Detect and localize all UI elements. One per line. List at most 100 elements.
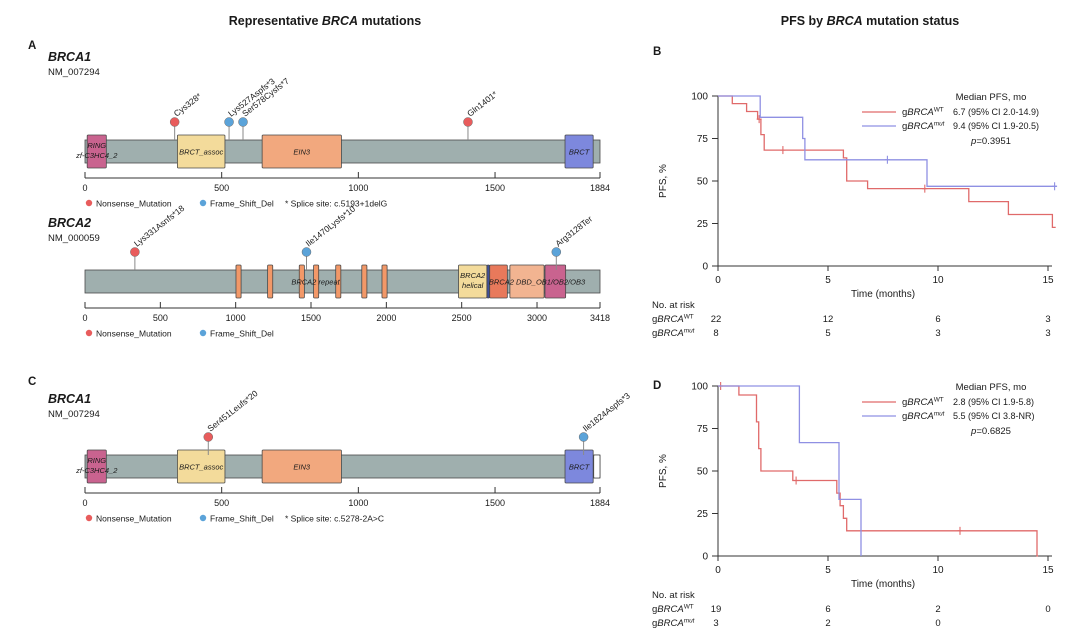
axis-tick-label: 500 bbox=[214, 498, 229, 508]
domain-label: EIN3 bbox=[293, 148, 311, 157]
at-risk-row-name: gBRCAWT bbox=[652, 314, 694, 326]
domain-label: BRCT_assoc bbox=[179, 463, 223, 472]
y-tick-label: 100 bbox=[691, 92, 708, 103]
domain-box bbox=[86, 134, 107, 169]
legend-header: Median PFS, mo bbox=[956, 92, 1027, 103]
legend-label: Frame_Shift_Del bbox=[210, 329, 274, 339]
series-name-prefix: g bbox=[652, 314, 657, 325]
series-name-superscript: mut bbox=[934, 411, 946, 418]
domain-box bbox=[267, 264, 274, 299]
bar-inline-label: BRCA2 DBD_OB1/OB2/OB3 bbox=[489, 278, 586, 287]
domain-box bbox=[564, 134, 594, 169]
bar-inline-label: BRCA2 repeat bbox=[291, 278, 340, 287]
domain-box bbox=[298, 264, 305, 299]
y-tick-label: 50 bbox=[697, 467, 709, 478]
p-value: p=0.3951 bbox=[970, 136, 1011, 147]
km-plot-D: 0 25 50 75 100 0 5 10 15 Time (months) PFS, % Media… bbox=[652, 382, 1054, 630]
mutation-dot bbox=[224, 117, 234, 127]
axis-tick-label: 0 bbox=[82, 313, 87, 323]
mutation-label: Gln1401* bbox=[465, 88, 500, 118]
legend-series-name: gBRCAWT bbox=[902, 397, 944, 409]
domain-box bbox=[509, 264, 545, 299]
legend-label: Frame_Shift_Del bbox=[210, 199, 274, 209]
at-risk-value: 12 bbox=[823, 314, 834, 325]
mutation-dot bbox=[130, 247, 140, 257]
domain-label: BRCT bbox=[569, 463, 591, 472]
at-risk-value: 2 bbox=[825, 618, 830, 629]
x-tick-label: 5 bbox=[825, 565, 831, 576]
transcript-id: NM_000059 bbox=[48, 233, 100, 244]
at-risk-value: 0 bbox=[935, 618, 940, 629]
axis-tick-label: 500 bbox=[153, 313, 168, 323]
x-tick-label: 0 bbox=[715, 565, 721, 576]
axis-tick-label: 1500 bbox=[301, 313, 321, 323]
series-name-prefix: g bbox=[902, 397, 907, 408]
title-text: Representative bbox=[228, 14, 322, 28]
mutation-dot bbox=[463, 117, 473, 127]
panel-letter: C bbox=[28, 376, 37, 388]
left-figure-title: Representative BRCA mutations bbox=[0, 14, 650, 28]
x-tick-label: 5 bbox=[825, 275, 831, 286]
domain-box bbox=[564, 449, 594, 484]
legend-dot bbox=[85, 329, 93, 337]
domain-box bbox=[544, 264, 567, 299]
legend-series-stat: 6.7 (95% CI 2.0-14.9) bbox=[953, 107, 1039, 117]
legend-dot bbox=[199, 199, 207, 207]
y-tick-label: 0 bbox=[702, 552, 708, 563]
series-name-superscript: WT bbox=[684, 604, 694, 611]
domain-box bbox=[261, 449, 342, 484]
domain-box bbox=[261, 134, 342, 169]
axis-tick-label: 1000 bbox=[348, 498, 368, 508]
at-risk-row-name: gBRCAmut bbox=[652, 328, 696, 340]
mutation-dot bbox=[301, 247, 312, 257]
axis-tick-label: 3000 bbox=[527, 313, 547, 323]
domain-label: EIN3 bbox=[293, 463, 311, 472]
at-risk-value: 5 bbox=[825, 328, 830, 339]
at-risk-value: 0 bbox=[1045, 604, 1050, 615]
legend-label: Frame_Shift_Del bbox=[210, 514, 274, 524]
domain-box bbox=[176, 449, 226, 484]
series-name-gene: BRCA bbox=[907, 397, 933, 408]
p-value: p=0.6825 bbox=[970, 426, 1011, 437]
series-name-prefix: g bbox=[652, 328, 657, 339]
series-name-gene: BRCA bbox=[657, 314, 683, 325]
title-text: PFS by bbox=[780, 14, 827, 28]
p-value-symbol: p bbox=[970, 426, 976, 437]
domain-box bbox=[86, 449, 107, 484]
y-tick-label: 25 bbox=[697, 219, 709, 230]
series-name-gene: BRCA bbox=[657, 328, 683, 339]
legend-dot bbox=[199, 329, 207, 337]
panel-letter: D bbox=[653, 380, 662, 392]
mutation-label: Ser451Leufs*20 bbox=[205, 388, 259, 434]
transcript-id: NM_007294 bbox=[48, 67, 100, 78]
axis-tick-label: 2500 bbox=[452, 313, 472, 323]
at-risk-row-name: gBRCAWT bbox=[652, 604, 694, 616]
domain-label: RING bbox=[87, 456, 106, 465]
title-gene-italic: BRCA bbox=[826, 14, 863, 28]
series-name-superscript: WT bbox=[934, 397, 944, 404]
y-tick-label: 75 bbox=[697, 424, 709, 435]
km-curve bbox=[718, 385, 1039, 557]
at-risk-label: No. at risk bbox=[652, 590, 695, 601]
y-tick-label: 75 bbox=[697, 134, 709, 145]
km-plot-B: 0 25 50 75 100 0 5 10 15 Time (months) PFS, % Media… bbox=[652, 92, 1058, 340]
km-curve bbox=[718, 95, 1057, 187]
mutation-dot bbox=[203, 432, 214, 442]
km-curve bbox=[718, 95, 1056, 229]
series-name-gene: BRCA bbox=[657, 618, 683, 629]
domain-box bbox=[235, 264, 242, 299]
gene-name: BRCA1 bbox=[48, 392, 92, 406]
legend-label: Nonsense_Mutation bbox=[96, 329, 172, 339]
legend-header: Median PFS, mo bbox=[956, 382, 1027, 393]
at-risk-label: No. at risk bbox=[652, 300, 695, 311]
at-risk-value: 22 bbox=[711, 314, 722, 325]
panel-letter: A bbox=[28, 40, 37, 52]
gene-name: BRCA2 bbox=[48, 216, 92, 230]
legend-series-name: gBRCAWT bbox=[902, 107, 944, 119]
series-name-gene: BRCA bbox=[907, 121, 933, 132]
y-tick-label: 50 bbox=[697, 177, 709, 188]
